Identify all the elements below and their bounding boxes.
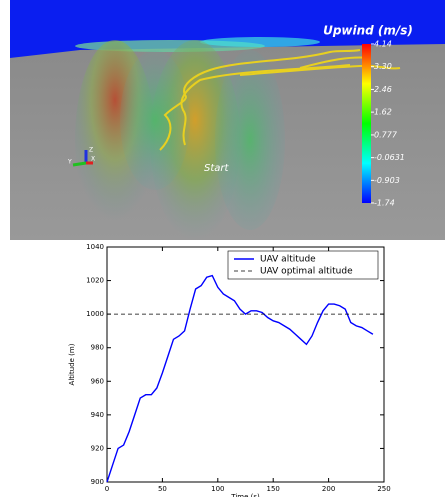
- y-tick-label: 980: [91, 344, 104, 352]
- triad-axis: [72, 161, 87, 167]
- colorbar-title: Upwind (m/s): [323, 24, 413, 38]
- x-tick-label: 50: [158, 485, 167, 493]
- series-line: [106, 274, 374, 483]
- plume: [215, 50, 285, 230]
- colorbar-tick-label: 1.62: [374, 108, 392, 117]
- trajectory: [180, 64, 351, 146]
- legend-label: UAV optimal altitude: [260, 267, 353, 277]
- y-tick-label: 940: [91, 411, 104, 419]
- legend-label: UAV altitude: [260, 255, 316, 265]
- y-tick-label: 960: [91, 377, 104, 385]
- colorbar-tick-label: 2.46: [374, 85, 392, 94]
- triad-label: X: [91, 156, 95, 163]
- legend-box: [227, 250, 379, 280]
- plume-top: [200, 37, 320, 47]
- y-tick-label: 900: [91, 478, 104, 486]
- x-tick-label: 200: [322, 485, 335, 493]
- triad-label: Z: [89, 147, 93, 154]
- x-tick-label: 0: [105, 485, 109, 493]
- colorbar: [362, 44, 371, 203]
- colorbar-tick-label: 4.14: [374, 40, 392, 49]
- axis-triad: [72, 150, 93, 167]
- colorbar-tick-label: 3.30: [374, 62, 392, 71]
- y-tick-label: 920: [91, 444, 104, 452]
- y-tick-label: 1000: [86, 310, 104, 318]
- x-axis-label: Time (s): [230, 493, 260, 497]
- y-axis-label: Altitude (m): [68, 343, 76, 385]
- colorbar-tick-label: 0.777: [374, 130, 398, 139]
- x-tick-label: 100: [211, 485, 224, 493]
- colorbar-tick-label: -0.0631: [374, 153, 405, 162]
- x-tick-label: 250: [377, 485, 390, 493]
- annotation: Start: [204, 163, 230, 174]
- triad-label: Y: [67, 159, 72, 166]
- plot-area: [106, 246, 385, 483]
- y-tick-label: 1040: [86, 243, 104, 251]
- plume: [120, 50, 190, 190]
- x-tick-label: 150: [267, 485, 280, 493]
- colorbar-tick-label: -1.74: [374, 199, 395, 208]
- trajectory: [159, 49, 361, 151]
- line-chart: 900 920 940 960 980 1000 1020 1040 0 50 100 150 200 2…: [68, 243, 391, 497]
- scene: 4.14 3.30 2.46 1.62 0.777 -0.0631 -0.903 -1.74 U…: [10, 0, 445, 240]
- y-tick-label: 1020: [86, 277, 104, 285]
- trajectory: [239, 64, 401, 76]
- colorbar-tick-label: -0.903: [374, 176, 400, 185]
